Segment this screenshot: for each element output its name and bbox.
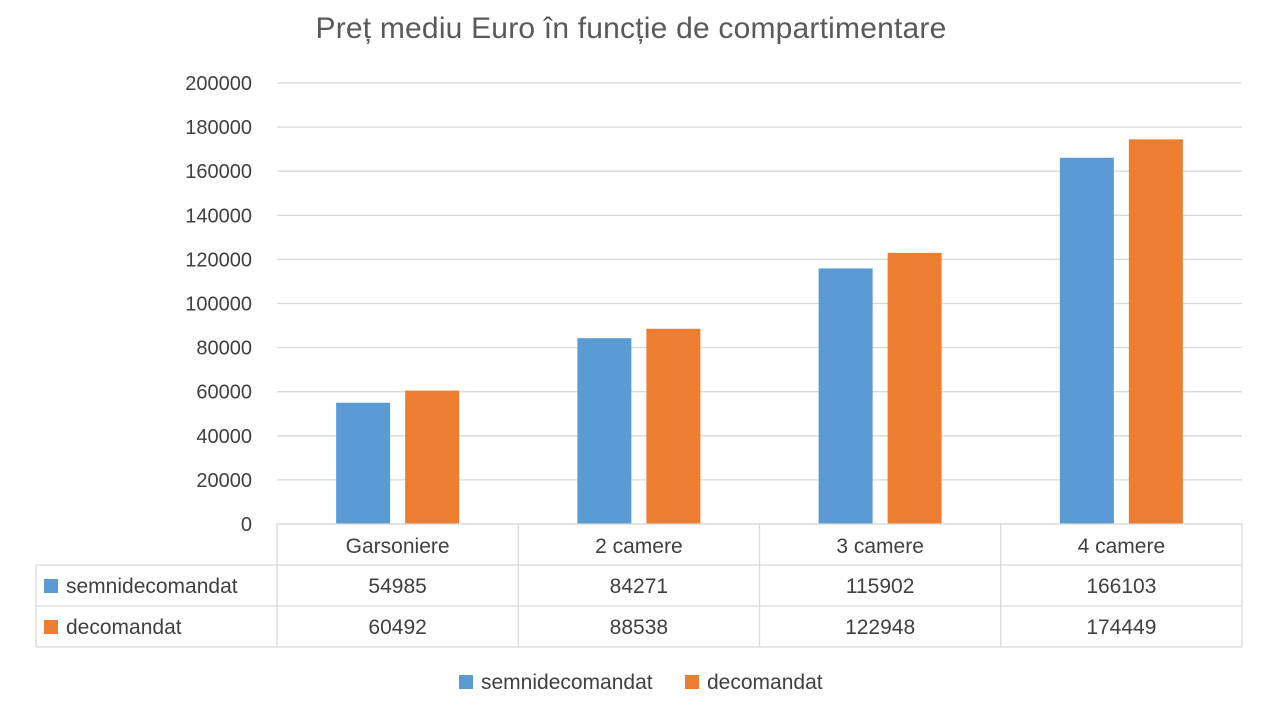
table-value: 115902 [846, 575, 915, 598]
y-axis-tick-labels: 0 20000 40000 60000 80000 100000 120000 140000 1… [185, 73, 252, 536]
table-series-name: semnidecomandat [66, 575, 238, 598]
bar-semnidecomandat-2 [818, 268, 873, 524]
legend-swatch [685, 675, 699, 689]
bars [336, 139, 1183, 524]
category-label: 3 camere [836, 535, 924, 558]
category-label: Garsoniere [346, 535, 450, 558]
y-tick-label: 0 [241, 514, 252, 536]
y-tick-label: 140000 [185, 205, 252, 227]
table-legend-key [44, 620, 58, 634]
table-value: 166103 [1086, 575, 1156, 598]
y-tick-label: 100000 [185, 294, 252, 316]
category-label: 4 camere [1078, 535, 1166, 558]
y-tick-label: 120000 [185, 249, 252, 271]
bar-decomandat-1 [646, 328, 701, 524]
y-tick-label: 200000 [185, 73, 252, 95]
chart-title: Preț mediu Euro în funcție de compartime… [315, 12, 947, 45]
table-value: 174449 [1086, 616, 1156, 639]
bar-decomandat-3 [1128, 139, 1183, 524]
y-tick-label: 80000 [196, 338, 252, 360]
legend-label: semnidecomandat [481, 671, 653, 694]
bar-decomandat-0 [405, 390, 460, 524]
table-legend-key [44, 579, 58, 593]
bar-semnidecomandat-1 [577, 338, 632, 524]
category-label: 2 camere [595, 535, 683, 558]
legend-swatch [459, 675, 473, 689]
bar-semnidecomandat-3 [1059, 157, 1114, 524]
table-value: 54985 [368, 575, 426, 598]
table-value: 60492 [368, 616, 426, 639]
table-value: 122948 [845, 616, 915, 639]
y-tick-label: 180000 [185, 117, 252, 139]
legend-label: decomandat [707, 671, 823, 694]
legend: semnidecomandat decomandat [459, 671, 823, 694]
y-tick-label: 40000 [196, 426, 252, 448]
y-tick-label: 60000 [196, 382, 252, 404]
table-value: 84271 [610, 575, 668, 598]
y-tick-label: 160000 [185, 161, 252, 183]
data-table: Garsoniere 2 camere 3 camere 4 camere semnid… [35, 523, 1243, 648]
table-value: 88538 [610, 616, 668, 639]
y-tick-label: 20000 [196, 470, 252, 492]
bar-semnidecomandat-0 [336, 402, 391, 524]
table-series-name: decomandat [66, 616, 182, 639]
bar-decomandat-2 [887, 252, 942, 524]
